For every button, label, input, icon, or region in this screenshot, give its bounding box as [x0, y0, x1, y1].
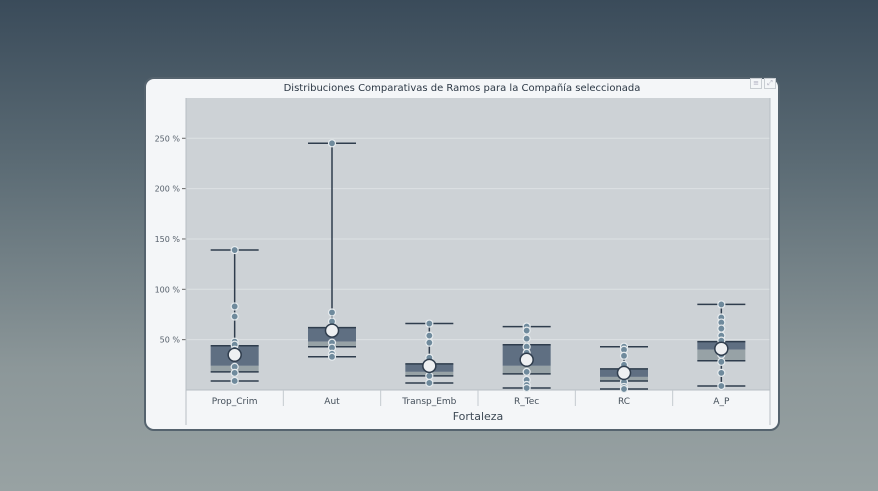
data-point: [522, 367, 531, 376]
data-point: [522, 326, 531, 335]
data-point: [522, 334, 531, 343]
data-point: [327, 352, 337, 361]
data-point: [717, 324, 726, 333]
data-point: [717, 368, 726, 377]
mean-marker: [227, 347, 242, 363]
data-point: [425, 371, 434, 381]
x-tick-label: A_P: [713, 397, 730, 407]
mean-marker: [616, 365, 632, 381]
mean-marker: [519, 352, 534, 368]
y-tick-label: 50 %: [160, 336, 181, 345]
x-tick-label: R_Tec: [514, 397, 539, 407]
data-point: [327, 308, 337, 317]
chart-title: Distribuciones Comparativas de Ramos par…: [283, 83, 641, 94]
y-tick-label: 200 %: [155, 185, 181, 194]
data-point: [230, 312, 239, 321]
mean-marker: [714, 341, 729, 356]
data-point: [425, 331, 434, 340]
chart-card: Distribuciones Comparativas de Ramos par…: [144, 77, 780, 431]
data-point: [425, 319, 434, 328]
data-point: [230, 302, 239, 311]
expand-icon[interactable]: ⤢: [764, 78, 776, 89]
x-tick-label: Prop_Crim: [212, 397, 258, 407]
y-tick-label: 100 %: [155, 285, 181, 294]
data-point: [327, 139, 337, 148]
menu-icon[interactable]: ≡: [750, 78, 762, 89]
data-point: [425, 338, 434, 347]
data-point: [717, 381, 726, 391]
mean-marker: [422, 358, 437, 374]
x-tick-label: Transp_Emb: [401, 397, 456, 407]
data-point: [619, 351, 629, 360]
data-point: [230, 245, 239, 255]
x-tick-label: Aut: [324, 397, 340, 407]
x-tick-label: RC: [618, 397, 630, 407]
data-point: [522, 383, 531, 393]
x-axis-title: Fortaleza: [453, 410, 504, 423]
plot-area: [186, 98, 770, 390]
mean-marker: [324, 323, 340, 338]
y-tick-label: 150 %: [155, 235, 181, 244]
data-point: [425, 378, 434, 388]
data-point: [717, 300, 726, 309]
y-tick-label: 250 %: [155, 134, 181, 143]
data-point: [230, 376, 239, 386]
data-point: [619, 384, 629, 394]
box-plot: 50 % 100 % 150 % 200 % 250 % Prop_Crim Aut Tran…: [155, 98, 771, 425]
data-point: [717, 357, 726, 366]
data-point: [230, 368, 239, 377]
